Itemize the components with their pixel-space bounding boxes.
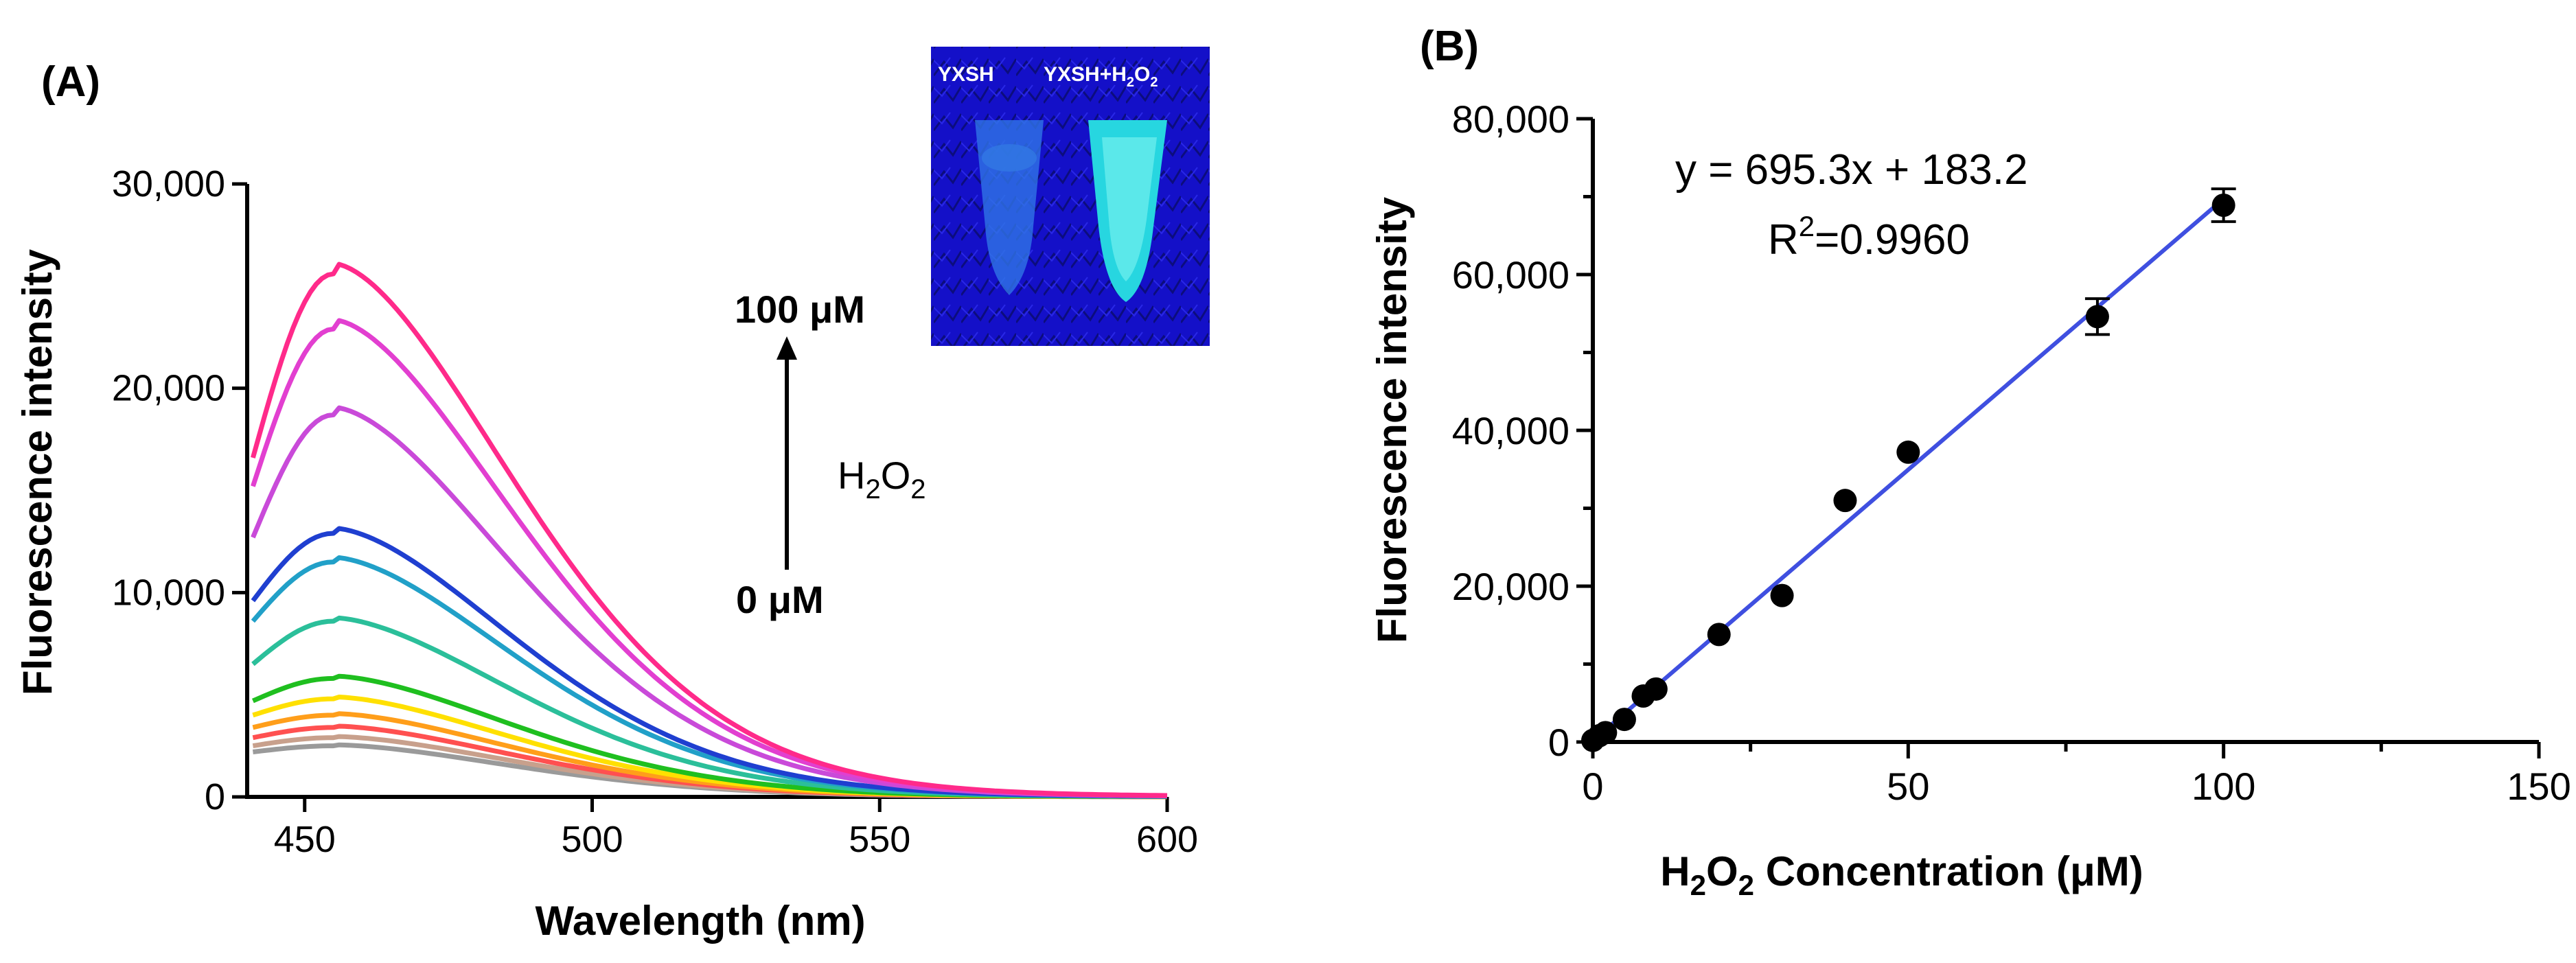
panel-b-x-tick-label: 100 [2192,765,2255,808]
inset-label-right: YXSH+H2O2 [1044,63,1158,90]
spectrum-line [251,262,1168,798]
data-point [1707,623,1731,647]
panel-a-xlabel: Wavelength (nm) [535,898,865,944]
panel-a-x-tick-label: 450 [274,819,336,860]
analyte-label: H2O2 [838,454,926,504]
panel-b-ticks: 0 50 100 150 0 20,000 40,000 60,000 80,000 [1452,97,2571,808]
fit-line [1591,197,2225,743]
spectrum-line [251,555,1167,799]
data-point [2211,193,2235,217]
spectrum-line [251,673,1167,799]
panel-b-y-tick-label: 40,000 [1452,409,1569,452]
panel-a-x-tick-label: 600 [1136,819,1198,860]
panel-a-ticks: 450 500 550 600 0 10,000 20,000 30,000 [112,163,1198,860]
panel-b-fit [1591,197,2225,743]
annotation-top: 100 μM [735,288,865,331]
inset-photo: YXSH YXSH+H2O2 [931,47,1210,346]
data-point [1644,677,1668,701]
data-point [1896,440,1920,464]
inset-label-left: YXSH [938,63,994,86]
panel-b-ylabel: Fluorescence intensity [1369,196,1415,643]
panel-a-y-tick-label: 0 [205,776,225,817]
panel-b-xlabel: H2O2 Concentration (μM) [1660,848,2143,901]
data-point [1770,583,1794,607]
panel-b-y-tick-label: 80,000 [1452,97,1569,141]
spectrum-line [252,723,1167,800]
fit-r-squared: R2=0.9960 [1768,210,1970,264]
panel-b-x-tick-label: 150 [2507,765,2571,808]
fit-equation: y = 695.3x + 183.2 [1675,146,2028,194]
panel-b-x-tick-label: 0 [1582,765,1603,808]
panel-b-points [1581,187,2236,752]
panel-a-y-tick-label: 20,000 [112,368,225,409]
panel-a-y-tick-label: 10,000 [112,572,225,613]
panel-a-x-tick-label: 500 [561,819,623,860]
data-point [1612,708,1636,732]
panel-b-label: (B) [1420,23,1479,70]
panel-a-y-tick-label: 30,000 [112,163,225,205]
data-point [1594,721,1618,745]
panel-b-x-tick-label: 50 [1887,765,1929,808]
panel-a: (A) Fluorescence intensity Wavelength (n… [14,47,1210,944]
arrow-head [777,336,797,360]
panel-b-y-tick-label: 0 [1548,721,1569,764]
panel-a-ylabel: Fluorescence intensity [14,248,60,695]
spectrum-line [251,405,1167,798]
panel-a-spectra [251,262,1168,800]
panel-b-y-tick-label: 60,000 [1452,253,1569,297]
data-point [2085,305,2109,329]
panel-b: (B) Fluorescence intensity H2O2 Concentr… [1369,23,2571,901]
spectrum-line [251,318,1168,798]
panel-b-y-tick-label: 20,000 [1452,565,1569,608]
data-point [1833,489,1857,513]
annotation-bottom: 0 μM [736,578,824,621]
panel-a-label: (A) [41,58,100,106]
panel-a-x-tick-label: 550 [849,819,910,860]
